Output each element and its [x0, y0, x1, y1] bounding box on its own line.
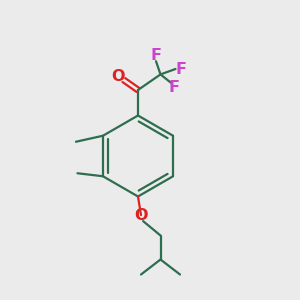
Text: F: F [169, 80, 179, 94]
Text: F: F [176, 61, 186, 76]
Text: O: O [112, 69, 125, 84]
Text: F: F [151, 48, 161, 63]
Text: O: O [134, 208, 148, 223]
